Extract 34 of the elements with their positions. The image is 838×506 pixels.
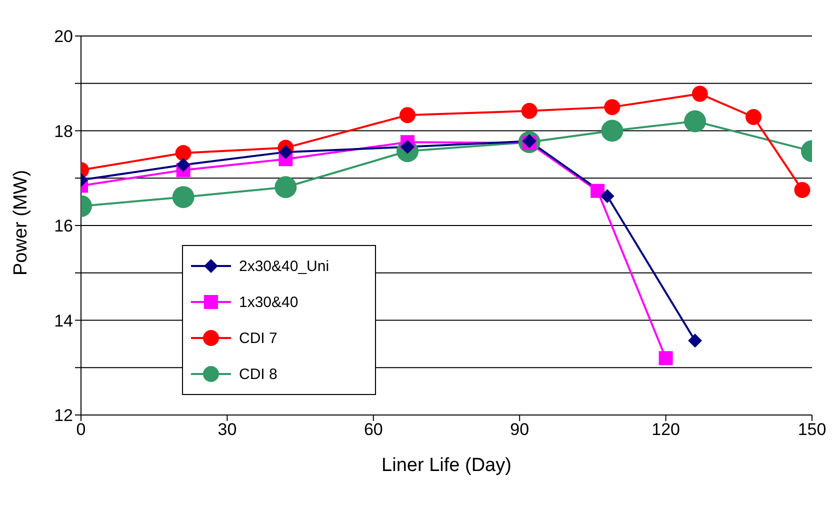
y-tick-label: 18 <box>54 122 73 141</box>
point <box>175 145 192 162</box>
point <box>794 182 810 198</box>
point <box>658 351 673 366</box>
x-tick-label: 0 <box>76 420 86 440</box>
x-axis-title: Liner Life (Day) <box>382 455 512 476</box>
point <box>746 109 762 126</box>
point <box>600 189 614 204</box>
point <box>601 120 624 142</box>
y-tick-label: 16 <box>54 216 73 236</box>
point <box>176 158 190 172</box>
x-tick-label: 90 <box>510 420 530 440</box>
point <box>684 110 706 132</box>
y-tick-label: 14 <box>54 311 73 330</box>
y-tick-label: 12 <box>54 406 73 426</box>
point <box>274 176 297 198</box>
point <box>172 186 194 208</box>
point <box>688 334 702 348</box>
legend-label: CDI 7 <box>239 330 278 346</box>
point <box>400 107 416 124</box>
point <box>590 184 605 198</box>
point <box>521 102 538 119</box>
point <box>278 145 293 160</box>
x-tick-label: 120 <box>652 420 680 440</box>
y-axis-title: Power (MW) <box>10 170 32 276</box>
y-tick-label: 20 <box>54 27 73 46</box>
legend-label: CDI 8 <box>239 366 278 382</box>
x-tick-label: 60 <box>364 420 383 440</box>
point <box>692 86 708 102</box>
x-tick-label: 30 <box>218 420 237 440</box>
x-tick-label: 150 <box>798 420 826 440</box>
legend-label: 1x30&40 <box>239 294 298 310</box>
legend-label: 2x30&40_Uni <box>239 258 330 274</box>
point <box>604 99 620 116</box>
